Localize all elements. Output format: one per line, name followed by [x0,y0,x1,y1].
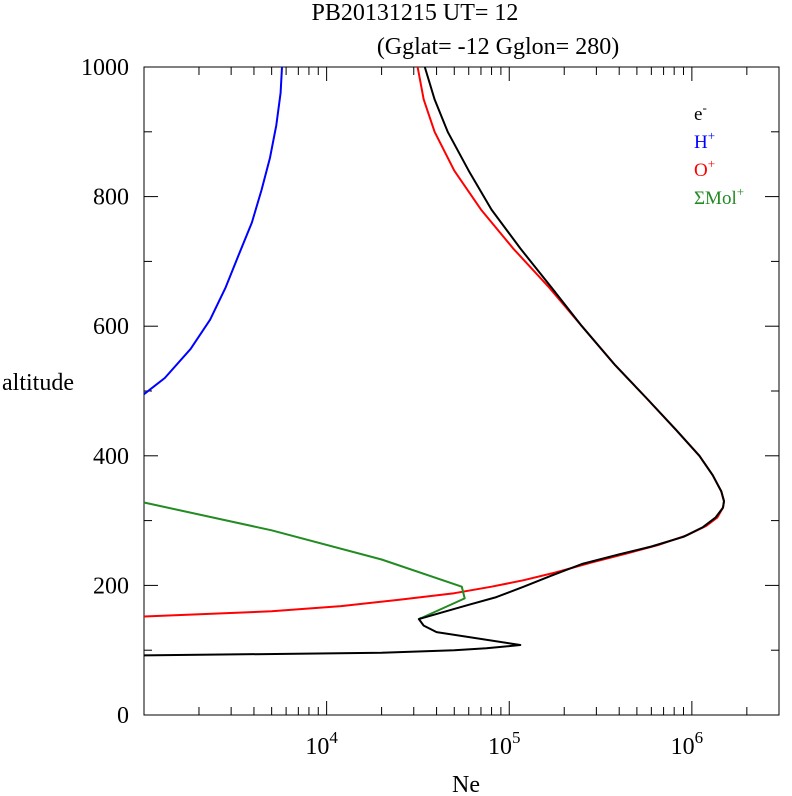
y-tick-label: 0 [117,703,129,729]
chart-title-line-2: (Gglat= -12 Gglon= 280) [377,34,619,60]
series-line-e [143,66,725,657]
series-layer [143,66,725,657]
legend: e- H+ O+ ΣMol+ [694,100,744,209]
plot-frame [143,66,780,716]
series-line-h [143,66,283,395]
chart-title-line-1: PB20131215 UT= 12 [312,0,519,26]
x-tick-label: 105 [488,728,520,760]
x-tick-label: 104 [305,728,338,760]
legend-entry: ΣMol+ [694,184,744,209]
y-tick-label: 400 [93,444,129,470]
y-tick-label: 200 [93,573,129,599]
legend-entry: H+ [694,128,715,153]
legend-entry: O+ [694,156,715,181]
y-axis-ticks: 0 200 400 600 800 1000 [81,55,779,729]
y-tick-label: 1000 [81,55,129,81]
y-axis-label: altitude [2,370,74,396]
series-line-mol [143,501,466,621]
series-line-o [143,66,725,618]
x-axis-label: Ne [452,772,480,796]
y-tick-label: 600 [93,314,129,340]
legend-entry: e- [694,100,707,125]
y-tick-label: 800 [93,185,129,211]
x-axis-ticks: 104 105 106 [143,67,780,760]
x-tick-label: 106 [671,728,704,760]
